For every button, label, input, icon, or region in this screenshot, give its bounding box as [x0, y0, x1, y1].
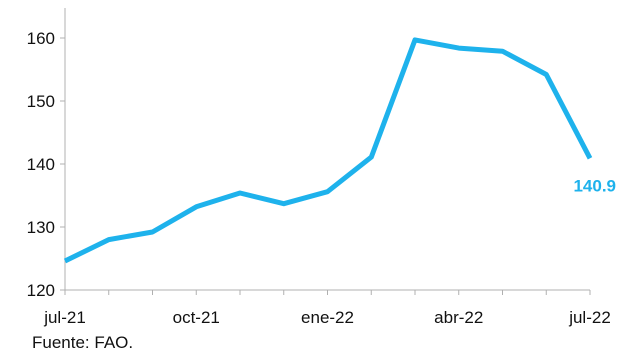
annotations-group: 140.9 — [573, 176, 616, 195]
y-tick-label: 150 — [27, 92, 55, 111]
y-axis-tick-labels: 120 130 140 150 160 — [27, 29, 55, 300]
y-tick-label: 120 — [27, 281, 55, 300]
last-value-label: 140.9 — [573, 176, 616, 195]
chart-axes — [60, 8, 591, 295]
source-note: Fuente: FAO. — [32, 333, 134, 352]
x-tick-label: oct-21 — [173, 308, 220, 327]
series-line — [63, 37, 593, 264]
y-tick-label: 160 — [27, 29, 55, 48]
x-tick-label: jul-21 — [43, 308, 86, 327]
x-tick-label: jul-22 — [568, 308, 611, 327]
x-axis-tick-labels: jul-21 oct-21 ene-22 abr-22 jul-22 — [43, 308, 611, 327]
y-tick-label: 140 — [27, 155, 55, 174]
x-tick-label: ene-22 — [301, 308, 354, 327]
x-tick-label: abr-22 — [434, 308, 483, 327]
y-tick-label: 130 — [27, 218, 55, 237]
series-group — [63, 37, 593, 264]
